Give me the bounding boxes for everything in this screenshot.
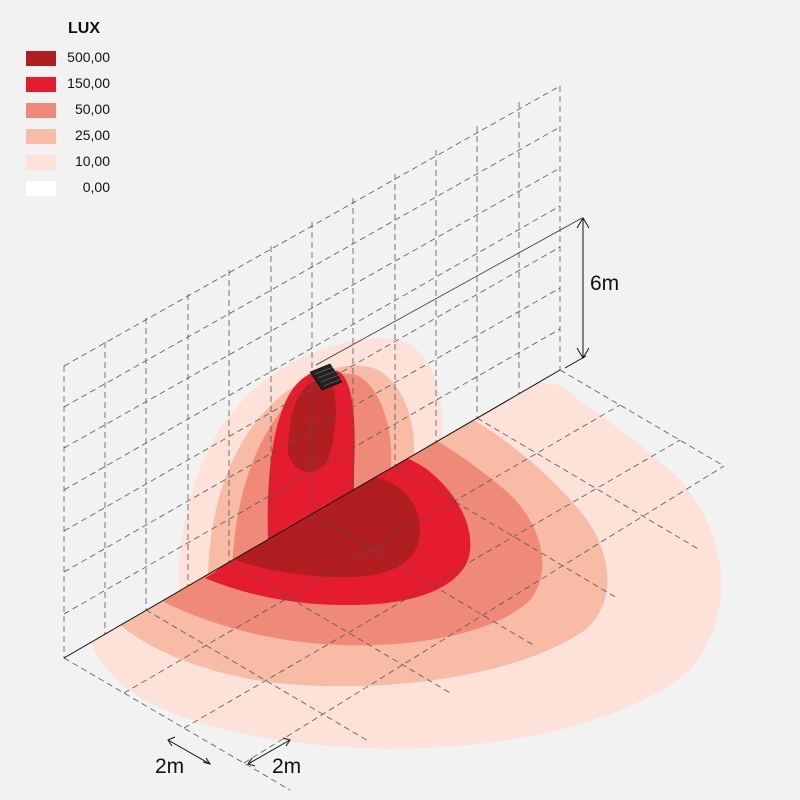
legend-label: 150,00 xyxy=(67,75,110,91)
legend-swatch xyxy=(26,129,56,144)
legend-label: 0,00 xyxy=(82,179,110,195)
legend-swatch xyxy=(26,77,56,92)
legend-item-150: 150,00 xyxy=(26,73,126,99)
legend-item-0: 0,00 xyxy=(26,177,126,203)
legend-swatch xyxy=(26,155,56,170)
wall-floor-edge xyxy=(63,369,561,659)
grid-spacing-dimension xyxy=(167,736,291,767)
height-label: 6m xyxy=(590,272,619,295)
legend-label: 500,00 xyxy=(67,49,110,65)
floor-isolux-zones xyxy=(64,380,722,749)
legend-label: 25,00 xyxy=(74,127,110,143)
lux-legend: LUX 500,00 150,00 50,00 25,00 10,00 0,00 xyxy=(26,20,126,203)
grid-spacing-label-2: 2m xyxy=(272,755,301,778)
legend-swatch xyxy=(26,103,56,118)
luminaire-icon xyxy=(309,363,343,391)
legend-swatch xyxy=(26,181,56,196)
floor-grid xyxy=(63,369,725,791)
legend-label: 10,00 xyxy=(74,153,110,169)
legend-item-10: 10,00 xyxy=(26,151,126,177)
legend-item-500: 500,00 xyxy=(26,47,126,73)
grid-spacing-label-1: 2m xyxy=(155,755,184,778)
legend-swatch xyxy=(26,51,56,66)
legend-title: LUX xyxy=(68,20,100,37)
legend-item-25: 25,00 xyxy=(26,125,126,151)
legend-label: 50,00 xyxy=(74,101,110,117)
wall-top-reference-line xyxy=(315,217,583,366)
legend-item-50: 50,00 xyxy=(26,99,126,125)
wall-isolux-zones xyxy=(178,338,443,620)
height-dimension xyxy=(564,217,590,369)
wall-grid xyxy=(63,85,561,658)
floor-zone-500 xyxy=(235,476,420,578)
